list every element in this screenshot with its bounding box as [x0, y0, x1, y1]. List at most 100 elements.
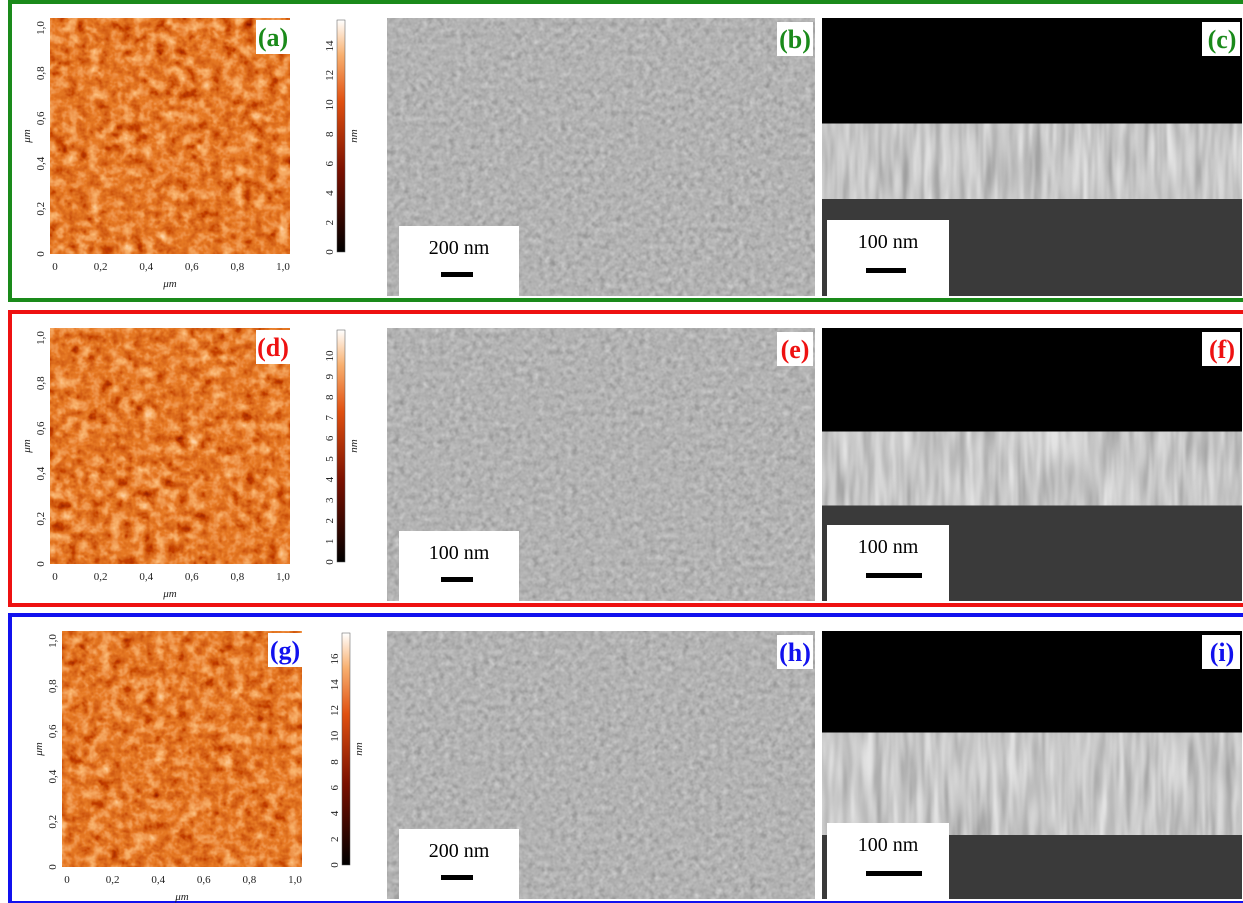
colorbar-tick-label: 0: [329, 862, 341, 868]
y-tick-label: 1,0: [35, 21, 47, 35]
y-tick-label: 0,8: [35, 376, 47, 390]
x-tick-label: 0,4: [139, 571, 153, 583]
x-tick-label: 1,0: [276, 261, 290, 273]
afm-image: [62, 631, 302, 867]
x-tick-label: 0,4: [139, 261, 153, 273]
panel-label: (b): [779, 25, 811, 54]
colorbar-tick-label: 6: [324, 435, 336, 441]
y-tick-label: 0,6: [35, 421, 47, 435]
panel-label: (f): [1209, 335, 1235, 364]
y-axis-unit: μm: [21, 439, 33, 454]
y-tick-label: 1,0: [35, 331, 47, 345]
colorbar-tick-label: 10: [329, 730, 341, 742]
scale-bar-label: 100 nm: [858, 834, 919, 856]
x-axis-unit: μm: [174, 891, 189, 903]
colorbar-unit: nm: [348, 129, 360, 143]
y-tick-label: 0,8: [47, 679, 59, 693]
afm-image: [50, 18, 290, 254]
page: (a)00,20,40,60,81,000,20,40,60,81,0μmμm0…: [0, 0, 1243, 903]
y-tick-label: 0: [47, 864, 59, 870]
x-tick-label: 0,2: [94, 261, 108, 273]
colorbar-tick-label: 4: [329, 810, 341, 816]
x-tick-label: 0,6: [197, 874, 211, 886]
x-axis-unit: μm: [162, 278, 177, 290]
x-tick-label: 0: [64, 874, 70, 886]
scale-bar-label: 200 nm: [429, 840, 490, 862]
colorbar-tick-label: 4: [324, 476, 336, 482]
x-tick-label: 0: [52, 261, 58, 273]
x-tick-label: 0,8: [243, 874, 257, 886]
panel-label: (c): [1208, 25, 1237, 54]
cross-film: [822, 124, 1242, 199]
colorbar-unit: nm: [353, 742, 365, 756]
colorbar-tick-label: 8: [324, 131, 336, 137]
y-tick-label: 0,2: [35, 512, 47, 526]
x-tick-label: 1,0: [288, 874, 302, 886]
y-tick-label: 0,6: [35, 111, 47, 125]
colorbar-tick-label: 0: [324, 559, 336, 565]
y-tick-label: 0,2: [35, 202, 47, 216]
colorbar-tick-label: 2: [329, 837, 341, 843]
x-tick-label: 0,6: [185, 571, 199, 583]
x-tick-label: 0,8: [231, 261, 245, 273]
colorbar: [342, 633, 350, 865]
cross-top: [822, 631, 1242, 738]
y-tick-label: 1,0: [47, 634, 59, 648]
x-tick-label: 0,4: [151, 874, 165, 886]
colorbar-unit: nm: [348, 439, 360, 453]
colorbar-tick-label: 7: [324, 415, 336, 421]
x-tick-label: 0,8: [231, 571, 245, 583]
y-tick-label: 0: [35, 251, 47, 257]
panel-label: (a): [258, 23, 288, 52]
colorbar-tick-label: 10: [324, 99, 336, 111]
cross-film: [822, 432, 1242, 506]
colorbar: [337, 330, 345, 562]
cross-top: [822, 328, 1242, 437]
x-tick-label: 0,2: [94, 571, 108, 583]
x-axis-unit: μm: [162, 588, 177, 600]
colorbar-tick-label: 16: [329, 653, 341, 665]
y-axis-unit: μm: [33, 742, 45, 757]
colorbar-tick-label: 9: [324, 373, 336, 379]
colorbar-tick-label: 2: [324, 518, 336, 524]
colorbar-tick-label: 12: [329, 705, 341, 716]
figure: (a)00,20,40,60,81,000,20,40,60,81,0μmμm0…: [0, 0, 1243, 903]
colorbar-tick-label: 0: [324, 249, 336, 255]
colorbar-tick-label: 14: [324, 40, 336, 52]
colorbar-tick-label: 8: [329, 759, 341, 765]
scale-bar: [866, 573, 922, 578]
y-tick-label: 0,4: [47, 769, 59, 783]
scale-bar: [441, 272, 473, 277]
scale-bar-label: 100 nm: [429, 542, 490, 564]
colorbar-tick-label: 4: [324, 190, 336, 196]
afm-image: [50, 328, 290, 564]
panel-label: (e): [781, 335, 810, 364]
y-tick-label: 0,8: [35, 66, 47, 80]
cross-film: [822, 733, 1242, 835]
y-tick-label: 0,4: [35, 156, 47, 170]
panel-label: (i): [1210, 638, 1235, 667]
scale-bar-label: 200 nm: [429, 237, 490, 259]
panel-label: (d): [257, 333, 289, 362]
colorbar-tick-label: 5: [324, 456, 336, 462]
colorbar-tick-label: 12: [324, 70, 336, 81]
y-axis-unit: μm: [21, 129, 33, 144]
x-tick-label: 0: [52, 571, 58, 583]
cross-top: [822, 18, 1242, 129]
colorbar-tick-label: 3: [324, 497, 336, 503]
colorbar-tick-label: 6: [329, 785, 341, 791]
colorbar: [337, 20, 345, 252]
y-tick-label: 0: [35, 561, 47, 567]
scale-bar-label: 100 nm: [858, 536, 919, 558]
x-tick-label: 1,0: [276, 571, 290, 583]
colorbar-tick-label: 6: [324, 160, 336, 166]
y-tick-label: 0,4: [35, 466, 47, 480]
colorbar-tick-label: 1: [324, 539, 336, 545]
y-tick-label: 0,6: [47, 724, 59, 738]
x-tick-label: 0,2: [106, 874, 120, 886]
scale-bar: [866, 871, 922, 876]
colorbar-tick-label: 14: [329, 679, 341, 691]
x-tick-label: 0,6: [185, 261, 199, 273]
colorbar-tick-label: 10: [324, 350, 336, 362]
scale-bar: [866, 268, 906, 273]
